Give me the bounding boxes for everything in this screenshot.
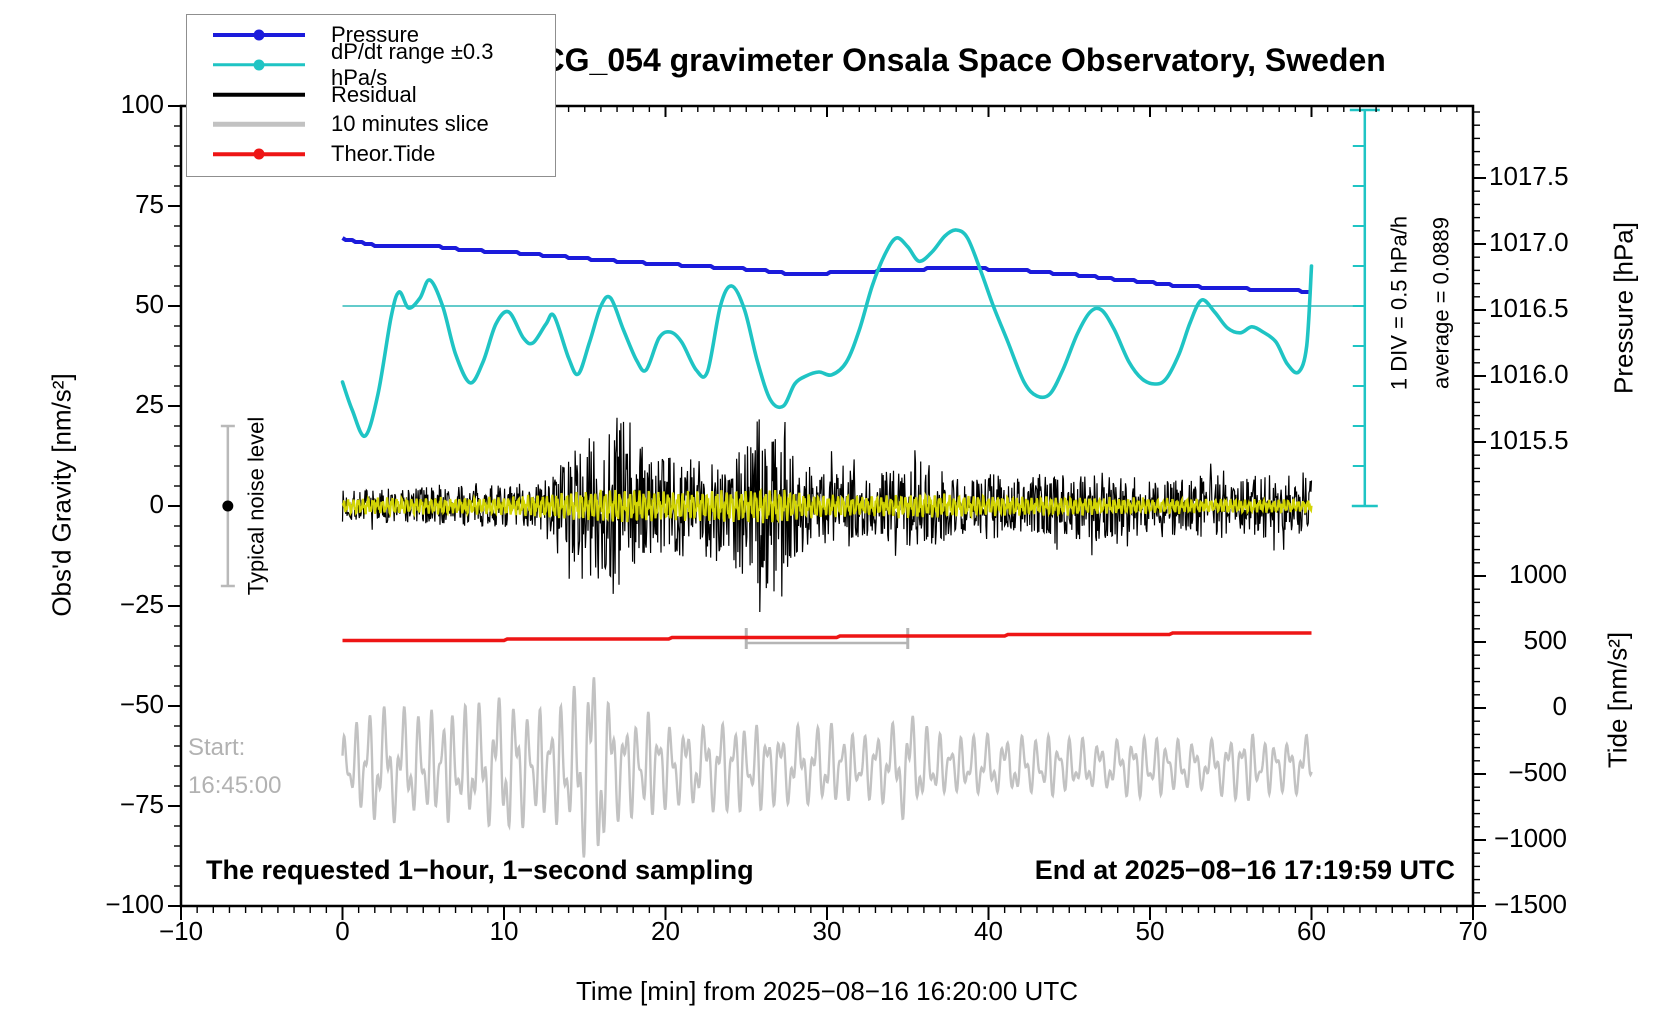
legend: Pressure dP/dt range ±0.3 hPa/s Residual 10… [186,14,556,177]
legend-line-sample [213,122,305,127]
legend-item-3: 10 minutes slice [187,111,555,137]
time-tick-label: 60 [1297,916,1326,946]
legend-label-4: Theor.Tide [331,141,436,166]
series-residual-smoothed [341,487,1313,524]
time-tick-label: −10 [158,916,204,946]
series-10-minutes-slice [341,677,1313,858]
axis-title-gravity: Obs'd Gravity [nm/s²] [46,373,77,617]
legend-swatch-3 [213,112,305,136]
time-tick-label: 40 [974,916,1003,946]
time-tick-label: 20 [651,916,680,946]
gravity-tick-label: 25 [135,389,164,419]
legend-dot-sample [253,148,265,160]
axis-title-pressure: Pressure [hPa] [1608,222,1639,394]
legend-label-3: 10 minutes slice [331,111,489,137]
gravity-tick-label: 75 [135,189,164,219]
gravity-tick-label: −100 [105,889,164,919]
legend-dot-sample [253,29,265,41]
legend-item-1: dP/dt range ±0.3 hPa/s [187,39,555,90]
tide-tick-label: 0 [1552,691,1567,721]
legend-swatch-0 [213,23,305,47]
legend-item-0: Pressure [187,22,555,48]
gravity-tick-label: −75 [119,789,164,819]
pressure-tick-label: 1016.0 [1489,359,1569,389]
legend-swatch-4 [213,142,305,166]
series-theor-tide [342,631,1312,643]
series-pressure [341,236,1312,294]
tide-tick-label: −1000 [1493,823,1567,853]
tide-tick-label: 1000 [1509,559,1567,589]
pressure-tick-label: 1016.5 [1489,293,1569,323]
axis-title-tide: Tide [nm/s²] [1602,631,1633,769]
gravity-tick-label: −50 [119,689,164,719]
time-tick-label: 70 [1458,916,1488,946]
gravity-tick-label: 0 [149,489,164,519]
pressure-tick-label: 1017.5 [1489,161,1569,191]
gravity-tick-label: 50 [135,289,164,319]
noise-level-label: Typical noise level [243,416,269,596]
sampling-note: The requested 1−hour, 1−second sampling [206,855,754,885]
noise-marker-dot [222,500,234,512]
series-dpdt [340,228,1314,438]
legend-swatch-1 [213,53,305,77]
legend-swatch-2 [213,83,305,107]
time-tick-label: 50 [1135,916,1165,946]
div-scale-note: 1 DIV = 0.5 hPa/h [1386,215,1412,391]
start-label-line2: 16:45:00 [188,772,282,799]
end-note: End at 2025−08−16 17:19:59 UTC [1034,855,1455,885]
gravity-tick-label: 100 [120,89,164,119]
start-label-line1: Start: [188,734,246,761]
gravity-tick-label: −25 [119,589,164,619]
tide-tick-label: 500 [1523,625,1567,655]
tide-tick-label: −1500 [1493,889,1567,919]
time-tick-label: 10 [489,916,519,946]
pressure-tick-label: 1015.5 [1489,425,1569,455]
time-tick-label: 0 [335,916,350,946]
legend-label-2: Residual [331,81,417,107]
pressure-tick-label: 1017.0 [1489,227,1569,257]
legend-label-0: Pressure [331,22,420,47]
average-note: average = 0.0889 [1428,217,1454,389]
page-title: SCG_054 gravimeter Onsala Space Observat… [520,42,1386,78]
tide-tick-label: −500 [1508,757,1567,787]
axis-title-time: Time [min] from 2025−08−16 16:20:00 UTC [576,976,1078,1006]
legend-label-1: dP/dt range ±0.3 hPa/s [331,38,494,90]
legend-dot-sample [253,59,265,71]
time-tick-label: 30 [812,916,842,946]
legend-line-sample [213,92,305,97]
legend-item-2: Residual [187,82,555,108]
legend-item-4: Theor.Tide [187,141,555,167]
